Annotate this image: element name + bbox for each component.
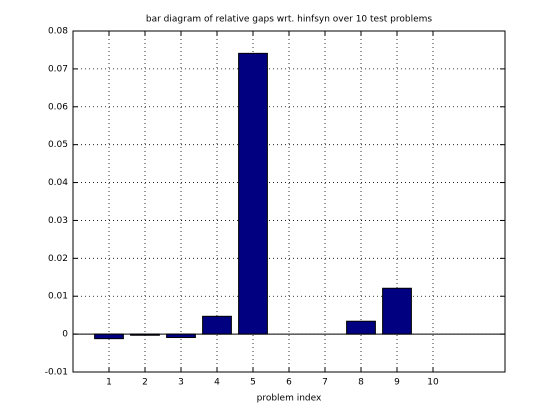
chart-title: bar diagram of relative gaps wrt. hinfsy…	[146, 15, 433, 25]
y-tick-label: 0.01	[48, 292, 68, 302]
x-axis-label: problem index	[257, 394, 322, 404]
y-tick-label: 0.03	[48, 216, 68, 226]
x-tick-label: 8	[358, 378, 364, 388]
y-tick-label: 0.02	[48, 254, 68, 264]
x-tick-label: 5	[250, 378, 256, 388]
y-tick-label: 0.05	[48, 140, 68, 150]
x-tick-label: 10	[427, 378, 439, 388]
bar	[94, 333, 124, 340]
y-tick-label: 0.07	[48, 64, 68, 74]
x-tick-label: 1	[106, 378, 112, 388]
x-tick-label: 4	[214, 378, 220, 388]
plot-frame	[72, 30, 506, 373]
x-tick-label: 7	[322, 378, 328, 388]
bar	[202, 315, 232, 335]
x-tick-label: 3	[178, 378, 184, 388]
x-tick-label: 9	[394, 378, 400, 388]
y-tick-label: 0.06	[48, 102, 68, 112]
bar	[346, 320, 376, 335]
bar	[382, 287, 412, 335]
y-tick-label: 0	[62, 330, 68, 340]
x-tick-label: 2	[142, 378, 148, 388]
y-tick-label: 0.08	[48, 27, 68, 37]
x-tick-label: 6	[286, 378, 292, 388]
bar	[238, 52, 268, 335]
y-tick-label: 0.04	[48, 178, 68, 188]
y-tick-label: -0.01	[45, 368, 68, 378]
bar	[166, 333, 196, 339]
